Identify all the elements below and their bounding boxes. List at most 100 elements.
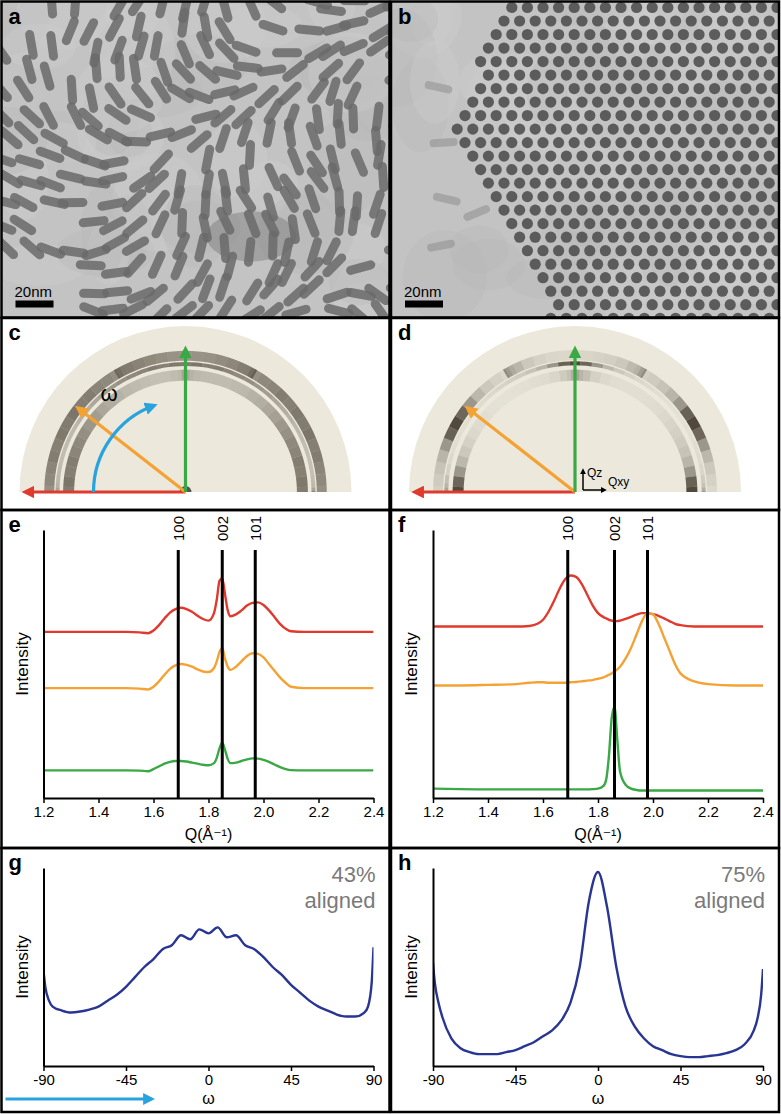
nanorod-end-on bbox=[608, 96, 619, 107]
nanorod-end-on bbox=[576, 151, 587, 162]
nanorod-end-on bbox=[600, 245, 611, 256]
nanorod-end-on bbox=[483, 151, 494, 162]
scale-bar bbox=[405, 301, 443, 308]
diffraction-arc bbox=[434, 461, 446, 475]
nanorod-end-on bbox=[576, 205, 587, 216]
micrograph-texture bbox=[540, 197, 605, 265]
nanorod-end-on bbox=[459, 110, 470, 121]
panel: 20nma bbox=[0, 0, 431, 354]
nanorod-end-on bbox=[732, 15, 743, 26]
diffraction-arc bbox=[250, 369, 257, 379]
scattering-pattern bbox=[409, 326, 741, 492]
nanorod-end-on bbox=[576, 69, 587, 80]
nanorod-end-on bbox=[756, 2, 767, 13]
nanorod-end-on bbox=[615, 245, 626, 256]
nanorod-end-on bbox=[647, 272, 658, 283]
nanorod bbox=[348, 103, 358, 133]
nanorod-end-on bbox=[740, 29, 751, 40]
nanorod-end-on bbox=[662, 272, 673, 283]
nanorod-end-on bbox=[764, 15, 775, 26]
nanorod-end-on bbox=[537, 272, 548, 283]
nanorod-end-on bbox=[756, 83, 767, 94]
nanorod-end-on bbox=[561, 96, 572, 107]
x-tick-label: 1.6 bbox=[144, 803, 165, 820]
diffraction-arc bbox=[155, 352, 168, 364]
nanorod bbox=[70, 2, 81, 20]
nanorod-end-on bbox=[725, 164, 736, 175]
nanorod bbox=[341, 57, 366, 86]
nanorod-end-on bbox=[693, 299, 704, 310]
cut-direction-arrow bbox=[184, 349, 187, 492]
panel: -90-4504590Intensityω43%alignedg bbox=[2, 848, 390, 1112]
nanorod-end-on bbox=[717, 69, 728, 80]
nanorod-end-on bbox=[623, 42, 634, 53]
nanorod-end-on bbox=[748, 178, 759, 189]
diffraction-arc bbox=[155, 352, 168, 364]
nanorod-end-on bbox=[693, 2, 704, 13]
diffraction-arc bbox=[143, 354, 157, 367]
diffraction-arc bbox=[701, 475, 706, 483]
nanorod-end-on bbox=[569, 56, 580, 67]
nanorod-end-on bbox=[584, 2, 595, 13]
panel-letter: b bbox=[398, 4, 411, 29]
nanorod bbox=[120, 235, 150, 258]
diffraction-arc bbox=[640, 368, 647, 378]
nanorod bbox=[125, 103, 156, 123]
nanorod-end-on bbox=[631, 83, 642, 94]
nanorod-end-on bbox=[569, 83, 580, 94]
diffraction-arc bbox=[581, 350, 594, 361]
nanorod-end-on bbox=[576, 123, 587, 134]
nanorod-end-on bbox=[514, 151, 525, 162]
nanorod-end-on bbox=[662, 299, 673, 310]
x-tick: 2.0 bbox=[643, 798, 664, 820]
nanorod bbox=[172, 278, 199, 306]
panel-frame bbox=[391, 510, 779, 848]
nanorod-end-on bbox=[584, 299, 595, 310]
nanorod-end-on bbox=[639, 205, 650, 216]
nanorod-end-on bbox=[522, 245, 533, 256]
nanorod-end-on bbox=[491, 56, 502, 67]
nanorod-end-on bbox=[530, 232, 541, 243]
x-tick-label: 45 bbox=[673, 1071, 690, 1088]
nanorod-end-on bbox=[530, 178, 541, 189]
nanorod-end-on bbox=[748, 15, 759, 26]
nanorod-end-on bbox=[530, 123, 541, 134]
diffraction-arc bbox=[314, 461, 326, 474]
nanorod-end-on bbox=[615, 83, 626, 94]
nanorod bbox=[183, 87, 214, 106]
nanorod-end-on bbox=[491, 164, 502, 175]
nanorod-end-on bbox=[631, 56, 642, 67]
nanorod-end-on bbox=[561, 151, 572, 162]
diffraction-arc bbox=[202, 363, 214, 369]
diffraction-arc bbox=[169, 362, 180, 367]
nanorod-end-on bbox=[701, 178, 712, 189]
nanorod-end-on bbox=[569, 191, 580, 202]
nanorod-end-on bbox=[756, 164, 767, 175]
nanorod-end-on bbox=[686, 42, 697, 53]
nanorod bbox=[347, 206, 360, 237]
nanorod-end-on bbox=[537, 2, 548, 13]
micrograph-texture bbox=[403, 230, 487, 317]
nanorod bbox=[120, 187, 148, 214]
nanorod bbox=[338, 15, 369, 30]
nanorod-end-on bbox=[678, 110, 689, 121]
x-tick: 1.2 bbox=[34, 798, 55, 820]
nanorod bbox=[46, 2, 57, 19]
nanorod-end-on bbox=[483, 42, 494, 53]
micrograph-texture bbox=[527, 58, 568, 127]
nanorod-end-on bbox=[740, 110, 751, 121]
nanorod-end-on bbox=[475, 137, 486, 148]
nanorod bbox=[128, 53, 141, 84]
nanorod-end-on bbox=[498, 178, 509, 189]
scale-bar-label: 20nm bbox=[15, 283, 53, 300]
micrograph bbox=[2, 2, 390, 318]
x-tick-label: 1.2 bbox=[34, 803, 55, 820]
nanorod bbox=[256, 64, 287, 77]
nanorod-end-on bbox=[514, 69, 525, 80]
x-tick: -45 bbox=[505, 1066, 527, 1088]
nanorod-end-on bbox=[569, 245, 580, 256]
diffraction-arc bbox=[444, 487, 448, 490]
x-tick-label: 0 bbox=[205, 1071, 213, 1088]
nanorod-end-on bbox=[740, 299, 751, 310]
nanorod-end-on bbox=[576, 15, 587, 26]
